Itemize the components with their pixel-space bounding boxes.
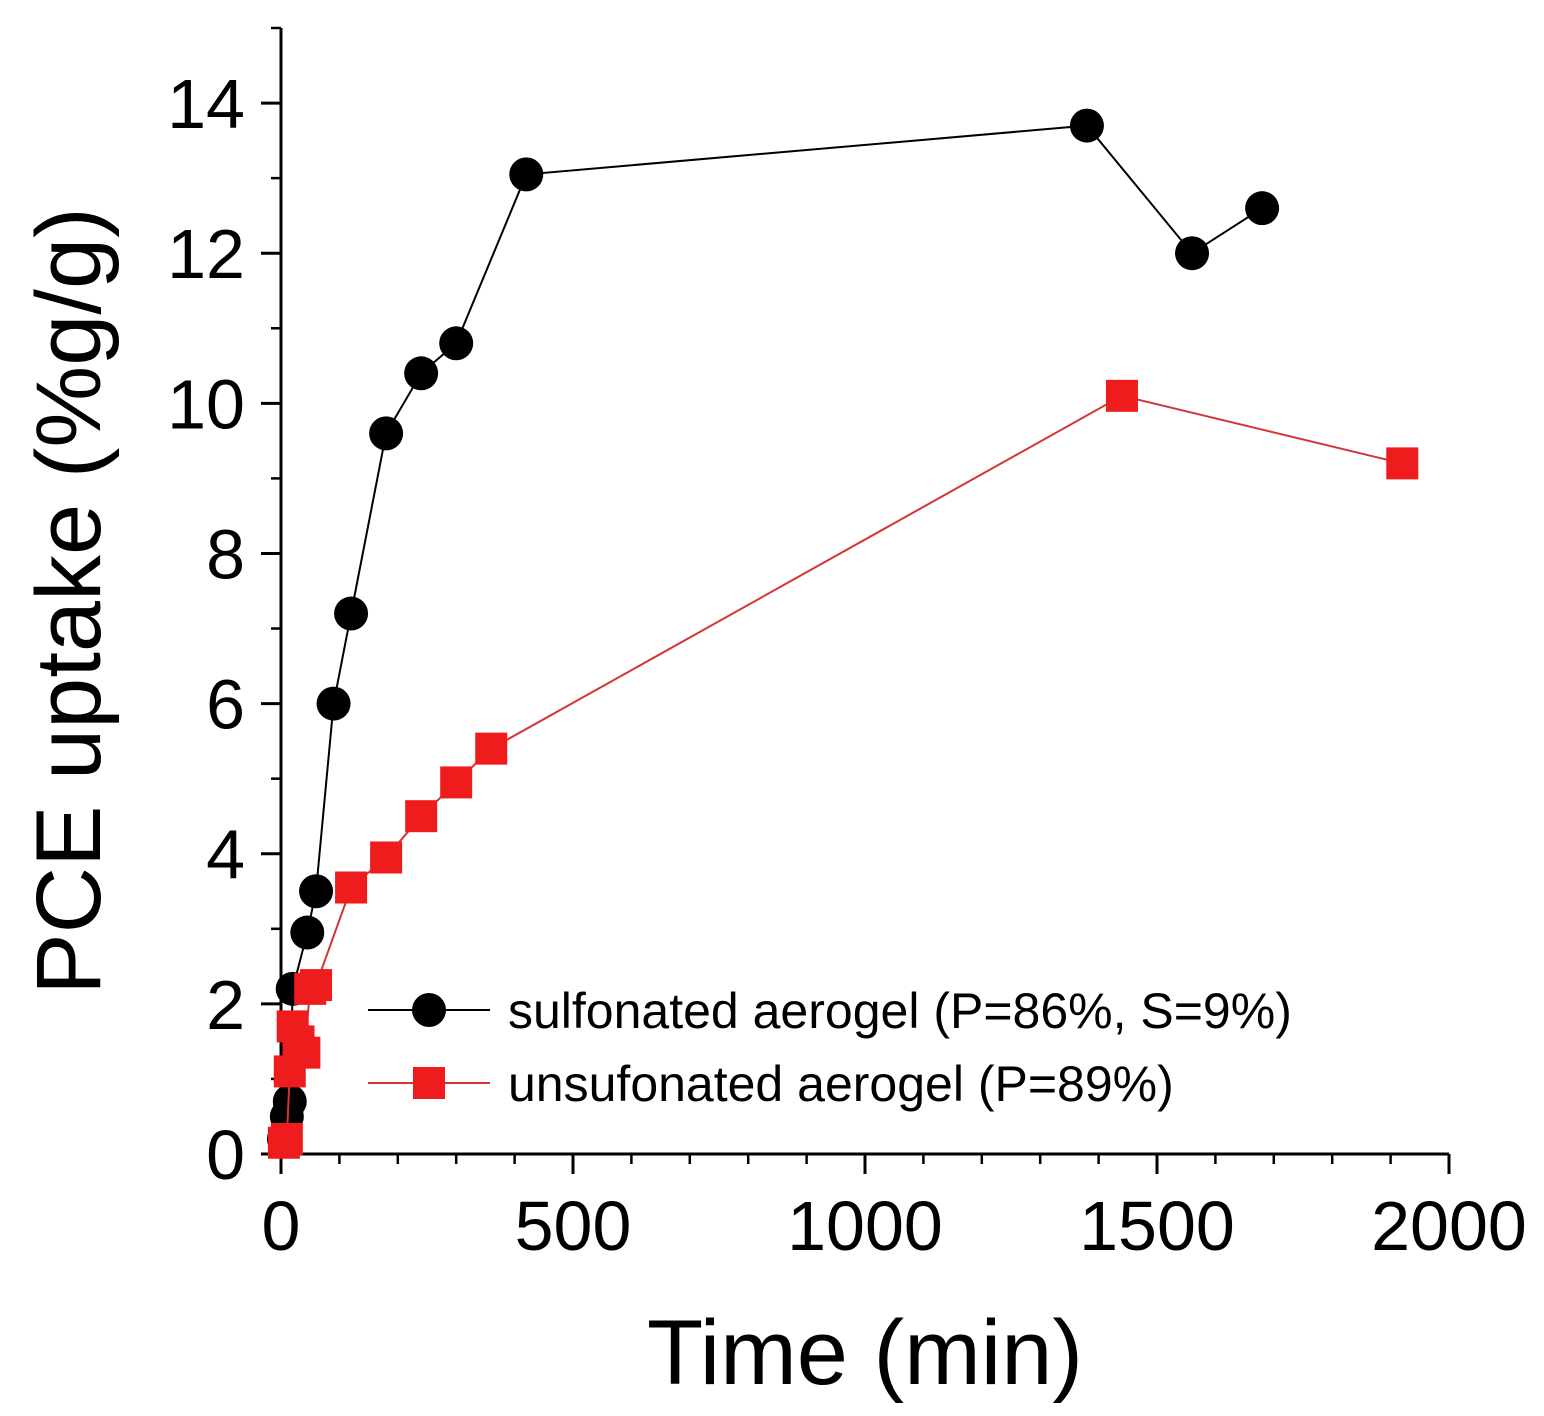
- legend-label-2: unsufonated aerogel (P=89%): [508, 1056, 1174, 1112]
- x-tick-label: 1000: [787, 1187, 943, 1265]
- data-point-circle: [290, 915, 325, 950]
- data-point-circle: [1175, 236, 1210, 271]
- y-tick-label: 14: [167, 65, 245, 143]
- data-point-circle: [334, 596, 369, 631]
- x-axis-title: Time (min): [647, 1302, 1083, 1404]
- data-point-circle: [404, 356, 439, 391]
- data-point-circle: [1245, 191, 1280, 226]
- data-point-circle: [509, 157, 544, 192]
- y-tick-label: 0: [206, 1116, 245, 1194]
- x-tick-label: 500: [515, 1187, 632, 1265]
- data-point-circle: [316, 686, 351, 721]
- x-tick-label: 2000: [1371, 1187, 1527, 1265]
- data-point-square: [335, 871, 368, 904]
- data-point-square: [300, 969, 333, 1002]
- y-tick-label: 4: [206, 816, 245, 894]
- data-point-circle: [439, 326, 474, 361]
- data-point-square: [288, 1036, 321, 1069]
- y-tick-label: 2: [206, 966, 245, 1044]
- data-point-circle: [299, 874, 334, 909]
- x-tick-label: 0: [262, 1187, 301, 1265]
- data-point-square: [270, 1122, 303, 1155]
- legend-marker-square: [413, 1067, 445, 1099]
- data-point-circle: [272, 1084, 307, 1119]
- data-point-square: [1386, 447, 1419, 480]
- data-point-square: [475, 732, 508, 765]
- plot-layer: 0 500 1000 1500 2000 0 2 4 6 8 10 12 14 sulfonated ae…: [167, 26, 1527, 1265]
- data-point-circle: [369, 416, 404, 451]
- legend-label-1: sulfonated aerogel (P=86%, S=9%): [508, 983, 1292, 1039]
- data-point-square: [440, 766, 473, 799]
- data-point-square: [1105, 379, 1138, 412]
- x-tick-label: 1500: [1079, 1187, 1235, 1265]
- legend-marker-circle: [412, 993, 446, 1027]
- data-point-circle: [1069, 108, 1104, 143]
- y-tick-label: 8: [206, 515, 245, 593]
- data-point-square: [370, 841, 403, 874]
- data-point-square: [405, 800, 438, 833]
- y-tick-label: 12: [167, 215, 245, 293]
- y-tick-label: 6: [206, 666, 245, 744]
- y-axis-title: PCE uptake (%g/g): [18, 207, 120, 994]
- y-tick-label: 10: [167, 365, 245, 443]
